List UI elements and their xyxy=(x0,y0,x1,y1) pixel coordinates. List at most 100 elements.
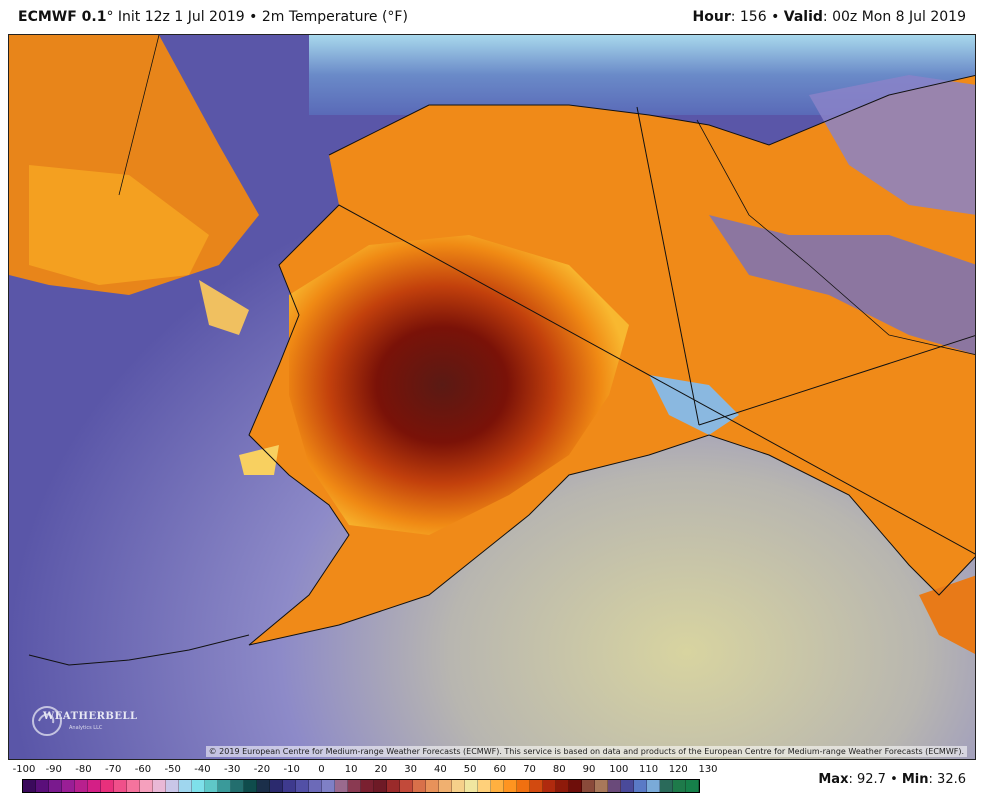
colorbar-cell xyxy=(192,780,205,792)
colorbar-cell xyxy=(62,780,75,792)
legend-tick-label: 130 xyxy=(698,764,718,775)
legend-tick-label: 40 xyxy=(433,764,447,775)
colorbar-cell xyxy=(530,780,543,792)
colorbar-cell xyxy=(270,780,283,792)
legend-tick-label: -70 xyxy=(105,764,122,775)
panhandle-islands xyxy=(919,575,975,654)
colorbar-cell xyxy=(647,780,660,792)
colorbar-cell xyxy=(23,780,36,792)
valid-time: Hour: 156 • Valid: 00z Mon 8 Jul 2019 xyxy=(693,0,966,34)
legend-tick-label: -90 xyxy=(45,764,62,775)
colorbar-cell xyxy=(426,780,439,792)
border-chukotka xyxy=(118,35,160,196)
legend-tick-label: -80 xyxy=(75,764,92,775)
colorbar-cell xyxy=(166,780,179,792)
colorbar-cell xyxy=(179,780,192,792)
colorbar-cell xyxy=(439,780,452,792)
logo-subtext: Analytics LLC xyxy=(69,725,103,731)
coastline xyxy=(248,74,975,646)
legend-tick-label: -30 xyxy=(224,764,241,775)
colorbar-cell xyxy=(283,780,296,792)
interior-heat-area xyxy=(289,235,629,535)
border-bc-yukon xyxy=(698,335,975,426)
legend-tick-label: 80 xyxy=(552,764,566,775)
colorbar-cell xyxy=(75,780,88,792)
max-label: Max xyxy=(818,772,849,787)
valid-value: : 00z Mon 8 Jul 2019 xyxy=(822,9,966,25)
colorbar-cell xyxy=(452,780,465,792)
border-yukon-nwt xyxy=(696,119,975,355)
arctic-coast-cool-area xyxy=(809,75,975,215)
colorbar-cell xyxy=(621,780,634,792)
colorbar-cell xyxy=(88,780,101,792)
colorbar-cell xyxy=(244,780,257,792)
colorbar-cell xyxy=(465,780,478,792)
colorbar-cell xyxy=(49,780,62,792)
logo-text: WEATHERBELL xyxy=(43,711,138,722)
max-value: : 92.7 • xyxy=(848,772,902,787)
colorbar-cell xyxy=(257,780,270,792)
colorbar-cell xyxy=(114,780,127,792)
colorbar-cell xyxy=(582,780,595,792)
colorbar-cell xyxy=(608,780,621,792)
colorbar-cell xyxy=(335,780,348,792)
colorbar-cell xyxy=(322,780,335,792)
glacier-cold-spot xyxy=(649,375,739,435)
colorbar-cell xyxy=(660,780,673,792)
copyright-notice: © 2019 European Centre for Medium-range … xyxy=(205,746,967,757)
colorbar-cell xyxy=(36,780,49,792)
colorbar-cell xyxy=(543,780,556,792)
min-label: Min xyxy=(901,772,929,787)
colorbar-cell xyxy=(478,780,491,792)
legend-tick-label: 20 xyxy=(374,764,388,775)
legend-tick-label: 110 xyxy=(638,764,659,775)
colorbar-cell xyxy=(140,780,153,792)
colorbar-cell xyxy=(595,780,608,792)
temperature-map[interactable]: WEATHERBELL Analytics LLC © 2019 Europea… xyxy=(8,34,976,760)
valid-label: Valid xyxy=(783,9,823,25)
map-header: ECMWF 0.1° Init 12z 1 Jul 2019 • 2m Temp… xyxy=(0,0,984,34)
max-min-readout: Max: 92.7 • Min: 32.6 xyxy=(818,772,966,787)
aleutian-islands xyxy=(28,634,250,666)
init-description: Init 12z 1 Jul 2019 • 2m Temperature (°F… xyxy=(113,9,408,25)
model-name: ECMWF 0.1 xyxy=(18,9,107,25)
hour-label: Hour xyxy=(692,9,731,25)
legend-tick-label: -20 xyxy=(253,764,271,775)
legend-tick-labels: -100 -90 -80 -70 -60 -50 -40 -30 -20 -10 0 10 20 30 40… xyxy=(10,764,718,778)
colorbar-cell xyxy=(231,780,244,792)
colorbar-cell xyxy=(296,780,309,792)
legend-tick-label: 70 xyxy=(523,764,536,775)
nunivak-island xyxy=(239,445,279,475)
colorbar-cell xyxy=(504,780,517,792)
min-value: : 32.6 xyxy=(928,772,966,787)
legend-tick-label: 50 xyxy=(463,764,477,775)
weatherbell-logo: WEATHERBELL Analytics LLC xyxy=(23,699,137,743)
colorbar-cell xyxy=(387,780,400,792)
colorbar-cell xyxy=(569,780,582,792)
temperature-colorbar xyxy=(22,779,700,793)
map-graphic xyxy=(9,35,975,759)
legend-tick-label: -60 xyxy=(134,764,152,775)
colorbar-cell xyxy=(348,780,361,792)
legend-tick-label: -10 xyxy=(283,764,300,775)
map-title: ECMWF 0.1° Init 12z 1 Jul 2019 • 2m Temp… xyxy=(18,0,408,34)
colorbar-cell xyxy=(127,780,140,792)
chukotka-warm-area xyxy=(29,165,209,285)
colorbar-cell xyxy=(634,780,647,792)
legend-tick-label: 120 xyxy=(668,764,688,775)
colorbar-cell xyxy=(413,780,426,792)
yukon-cool-area xyxy=(709,215,975,355)
colorbar-cell xyxy=(673,780,686,792)
legend-tick-label: 90 xyxy=(582,764,596,775)
legend-tick-label: -100 xyxy=(12,764,36,775)
border-alaska-canada xyxy=(636,106,700,426)
colorbar-cell xyxy=(556,780,569,792)
colorbar-cell xyxy=(153,780,166,792)
colorbar-cell xyxy=(686,780,699,792)
colorbar-cell xyxy=(218,780,231,792)
legend-tick-label: -40 xyxy=(194,764,211,775)
legend-tick-label: 100 xyxy=(609,764,629,775)
legend-tick-label: 0 xyxy=(318,764,325,775)
legend-tick-label: 60 xyxy=(493,764,507,775)
colorbar-cell xyxy=(517,780,530,792)
